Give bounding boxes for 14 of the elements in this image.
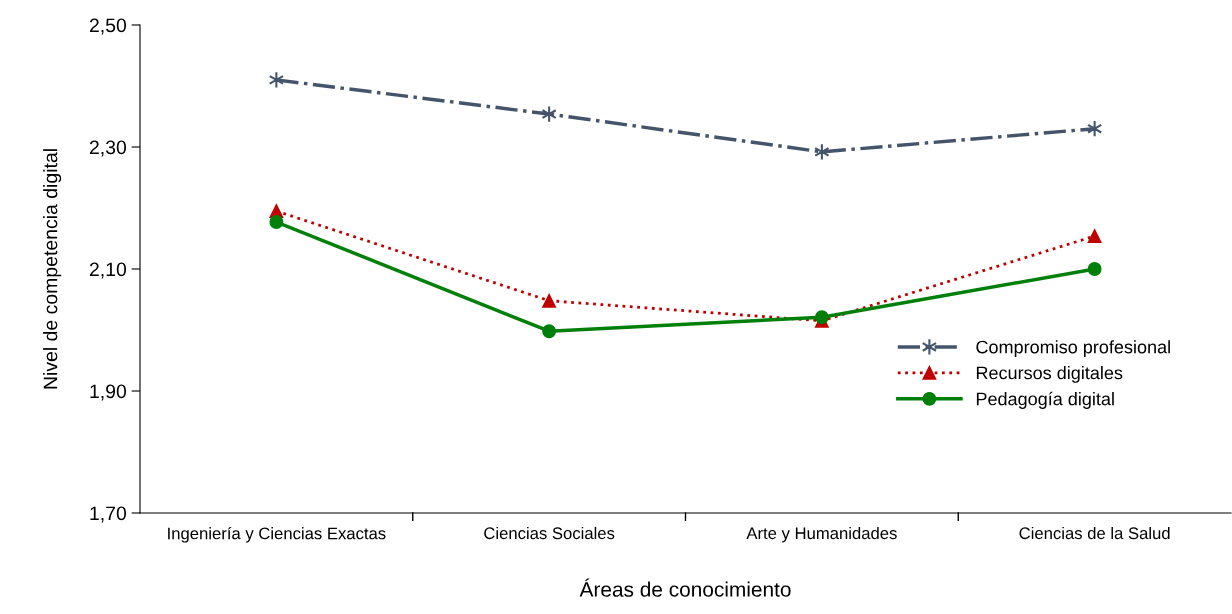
y-tick-label: 1,90	[90, 384, 127, 401]
legend-label: Pedagogía digital	[976, 391, 1114, 409]
x-axis-title: Áreas de conocimiento	[579, 578, 791, 597]
y-tick-label: 2,50	[89, 18, 127, 35]
x-tick-label: Ingeniería y Ciencias Exactas	[168, 526, 386, 543]
y-tick-label: 1,70	[90, 506, 127, 523]
x-tick-label: Ciencias Sociales	[484, 526, 615, 540]
x-tick-label: Ciencias de la Salud	[1019, 526, 1170, 540]
legend-label: Compromiso profesional	[976, 340, 1170, 357]
y-axis-title: Nivel de competencia digital	[43, 149, 62, 389]
y-tick-label: 2,30	[89, 140, 127, 157]
x-tick-label: Arte y Humanidades	[746, 526, 897, 543]
y-tick-label: 2,10	[89, 262, 127, 279]
legend-label: Recursos digitales	[976, 366, 1123, 383]
